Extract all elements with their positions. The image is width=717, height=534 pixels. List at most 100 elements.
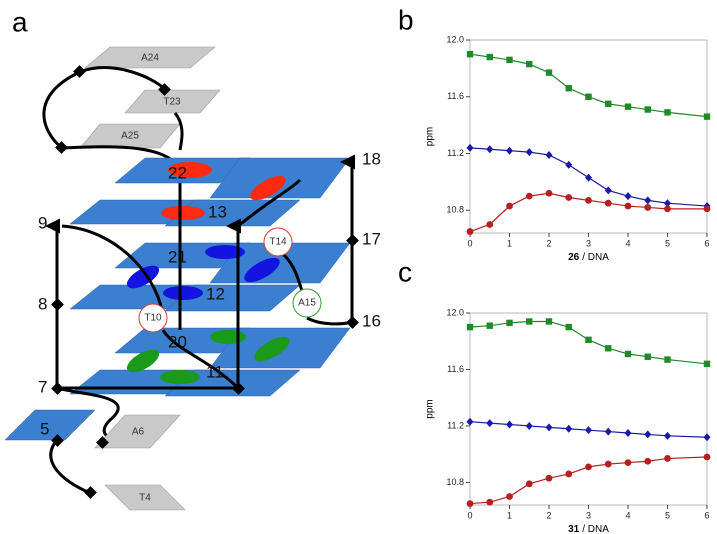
marker [525, 480, 533, 488]
marker [703, 113, 711, 120]
marker [486, 145, 494, 154]
marker [624, 192, 632, 201]
base-label: A24 [141, 53, 159, 64]
marker [664, 205, 671, 213]
marker [664, 431, 671, 440]
marker [664, 199, 671, 208]
marker [506, 319, 513, 327]
loop-label: T14 [269, 237, 287, 248]
y-axis-label: ppm [425, 399, 436, 418]
marker [585, 336, 592, 344]
marker [565, 470, 573, 478]
residue-number: 9 [38, 213, 47, 232]
junctions [51, 65, 359, 499]
base [210, 330, 246, 344]
marker [506, 146, 513, 155]
residue-number: 22 [168, 163, 187, 182]
marker [703, 453, 711, 461]
junction [84, 486, 97, 499]
base [163, 286, 203, 300]
y-tick-label: 12.0 [446, 34, 464, 44]
marker [486, 498, 494, 506]
x-tick-label: 6 [704, 238, 709, 248]
x-axis-label: 26/ DNA [568, 252, 609, 263]
marker [525, 148, 533, 157]
x-axis-label-bold: 26 [568, 252, 580, 263]
base [205, 245, 245, 259]
junction [55, 141, 68, 154]
x-tick-label: 1 [507, 238, 512, 248]
marker [545, 150, 553, 159]
grey-plate [79, 123, 181, 149]
x-tick-label: 0 [467, 238, 472, 248]
loop-label: T10 [144, 313, 162, 324]
marker [526, 60, 533, 68]
strand [161, 329, 240, 390]
residue-number: 20 [168, 332, 187, 351]
junction [51, 382, 64, 395]
base [161, 206, 205, 220]
panel-label: b [398, 4, 414, 35]
junction [96, 436, 109, 449]
base [250, 175, 286, 201]
marker [604, 460, 612, 468]
diagram: a [4, 6, 381, 511]
junction [346, 234, 359, 247]
marker [644, 457, 652, 465]
residue-number: 11 [206, 362, 224, 381]
x-tick-label: 3 [586, 510, 591, 520]
marker [466, 228, 474, 235]
residue-number: 21 [168, 247, 187, 266]
junction [51, 298, 64, 311]
marker [545, 189, 553, 197]
x-tick-label: 0 [467, 510, 472, 520]
marker [604, 199, 612, 207]
loop-base [138, 303, 168, 333]
tier [69, 157, 351, 227]
marker [486, 419, 494, 428]
marker [526, 318, 533, 325]
base [254, 336, 290, 362]
junction [51, 434, 64, 447]
marker [466, 143, 474, 152]
panel-label: a [12, 6, 28, 37]
residue-number: 13 [208, 202, 227, 221]
y-axis-label: ppm [425, 127, 436, 146]
y-tick-label: 10.8 [446, 205, 464, 215]
x-tick-label: 1 [507, 510, 512, 520]
residue-number: 7 [38, 377, 47, 396]
marker [486, 322, 493, 329]
marker [506, 202, 513, 210]
junction [232, 382, 245, 395]
base [168, 162, 212, 178]
marker [486, 221, 494, 228]
residue-number: 12 [206, 284, 225, 303]
marker [466, 50, 474, 58]
marker [644, 204, 652, 211]
marker [604, 186, 612, 195]
strand [173, 112, 184, 151]
base [244, 257, 280, 283]
series-line [469, 53, 708, 118]
marker [585, 426, 592, 435]
panel-label: c [398, 256, 412, 287]
marker [585, 463, 592, 471]
marker [664, 455, 671, 462]
junction [158, 83, 171, 96]
marker [506, 493, 513, 500]
marker [565, 424, 573, 433]
strand [306, 316, 353, 326]
marker [545, 423, 553, 432]
marker [565, 160, 573, 169]
base [126, 265, 160, 289]
residue-number: 16 [362, 311, 381, 330]
x-axis-label-bold: 31 [568, 524, 580, 534]
tier [69, 242, 351, 312]
x-tick-label: 5 [665, 510, 670, 520]
x-tick-label: 5 [665, 238, 670, 248]
marker [624, 429, 632, 437]
marker [703, 205, 711, 213]
residue-number: 5 [40, 419, 49, 438]
marker [466, 500, 474, 507]
y-tick-label: 10.8 [446, 477, 464, 487]
